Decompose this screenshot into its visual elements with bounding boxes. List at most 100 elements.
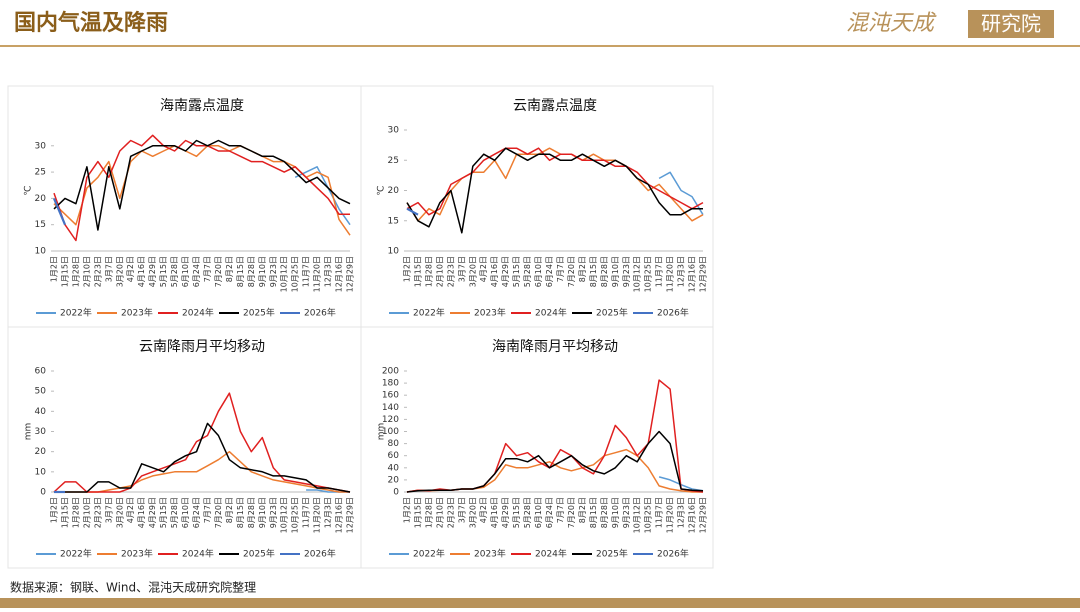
x-tick-label: 5月15日 [512, 497, 521, 528]
legend-label: 2026年 [304, 548, 336, 560]
x-tick-label: 8月15日 [589, 497, 598, 528]
y-tick-label: 60 [35, 367, 47, 377]
x-tick-label: 4月16日 [137, 497, 146, 528]
x-tick-label: 9月10日 [258, 497, 267, 528]
x-tick-label: 4月29日 [148, 497, 157, 528]
x-tick-label: 9月10日 [258, 256, 267, 287]
x-tick-label: 8月2日 [578, 256, 587, 282]
x-tick-label: 7月20日 [567, 497, 576, 528]
x-tick-label: 4月16日 [490, 256, 499, 287]
x-tick-label: 5月15日 [159, 497, 168, 528]
x-tick-label: 8月28日 [600, 256, 609, 287]
y-axis-label: ℃ [24, 185, 34, 195]
x-tick-label: 2月23日 [446, 256, 455, 287]
x-tick-label: 7月7日 [556, 497, 565, 523]
x-tick-label: 12月29日 [699, 256, 708, 292]
y-tick-label: 25 [388, 156, 399, 166]
legend-label: 2025年 [596, 307, 628, 319]
x-tick-label: 1月2日 [403, 256, 412, 282]
x-tick-label: 8月28日 [247, 497, 256, 528]
x-tick-label: 6月24日 [192, 256, 201, 287]
x-tick-label: 8月2日 [578, 497, 587, 523]
x-tick-label: 7月7日 [203, 256, 212, 282]
x-tick-label: 7月7日 [203, 497, 212, 523]
series-line [658, 171, 704, 216]
x-tick-label: 4月2日 [479, 256, 488, 282]
series-line [406, 448, 703, 493]
y-tick-label: 40 [388, 463, 400, 473]
x-tick-label: 5月28日 [523, 256, 532, 287]
x-tick-label: 1月2日 [403, 497, 412, 523]
x-tick-label: 8月2日 [225, 256, 234, 282]
x-tick-label: 6月10日 [534, 497, 543, 528]
x-tick-label: 4月2日 [126, 256, 135, 282]
legend-label: 2022年 [60, 307, 92, 319]
x-tick-label: 9月10日 [611, 256, 620, 287]
series-line [53, 134, 350, 242]
legend-label: 2024年 [182, 548, 214, 560]
x-tick-label: 3月20日 [468, 497, 477, 528]
y-tick-label: 120 [382, 415, 399, 425]
x-tick-label: 6月24日 [545, 497, 554, 528]
x-tick-label: 4月2日 [479, 497, 488, 523]
x-tick-label: 6月24日 [192, 497, 201, 528]
logo-box [968, 10, 1054, 38]
series-line [53, 139, 351, 231]
x-tick-label: 2月10日 [435, 256, 444, 287]
series-line [406, 379, 704, 493]
x-tick-label: 4月29日 [501, 256, 510, 287]
y-tick-label: 80 [388, 439, 400, 449]
chart-title: 海南露点温度 [160, 98, 244, 114]
x-tick-label: 10月25日 [644, 256, 653, 292]
x-tick-label: 5月28日 [523, 497, 532, 528]
x-tick-label: 9月23日 [269, 497, 278, 528]
legend-label: 2025年 [596, 548, 628, 560]
legend-label: 2023年 [121, 548, 153, 560]
x-tick-label: 11月20日 [666, 256, 675, 292]
x-tick-label: 8月28日 [247, 256, 256, 287]
x-tick-label: 10月25日 [644, 497, 653, 533]
y-tick-label: 30 [35, 141, 47, 151]
x-tick-label: 3月7日 [457, 497, 466, 523]
x-tick-label: 1月15日 [413, 256, 422, 287]
x-tick-label: 2月10日 [82, 256, 91, 287]
x-tick-label: 3月7日 [457, 256, 466, 282]
x-tick-label: 7月20日 [567, 256, 576, 287]
x-tick-label: 4月16日 [137, 256, 146, 287]
series-line [54, 450, 350, 493]
x-tick-label: 1月15日 [413, 497, 422, 528]
legend-label: 2023年 [474, 548, 506, 560]
legend-label: 2025年 [243, 307, 275, 319]
x-tick-label: 10月12日 [280, 256, 289, 292]
legend-label: 2026年 [657, 548, 689, 560]
y-tick-label: 160 [382, 391, 399, 401]
x-tick-label: 11月20日 [313, 256, 322, 292]
x-tick-label: 8月15日 [236, 497, 245, 528]
x-tick-label: 2月10日 [435, 497, 444, 528]
y-tick-label: 180 [382, 379, 399, 389]
x-tick-label: 12月16日 [688, 497, 697, 533]
logo-text: 混沌天成 [846, 11, 937, 36]
x-tick-label: 3月20日 [115, 497, 124, 528]
legend-label: 2024年 [535, 307, 567, 319]
x-tick-label: 2月10日 [82, 497, 91, 528]
y-tick-label: 100 [382, 427, 399, 437]
series-line [406, 147, 703, 234]
x-tick-label: 3月7日 [104, 497, 113, 523]
x-tick-label: 1月15日 [60, 256, 69, 287]
x-tick-label: 6月10日 [534, 256, 543, 287]
slide-title: 国内气温及降雨 [14, 10, 168, 36]
series-line [53, 392, 351, 493]
legend-label: 2024年 [535, 548, 567, 560]
y-tick-label: 15 [388, 216, 399, 226]
x-tick-label: 5月15日 [159, 256, 168, 287]
x-tick-label: 7月20日 [214, 497, 223, 528]
y-tick-label: 50 [35, 387, 47, 397]
series-line [406, 147, 704, 216]
x-tick-label: 9月23日 [622, 256, 631, 287]
legend-label: 2022年 [413, 307, 445, 319]
x-tick-label: 11月7日 [655, 497, 664, 528]
y-axis-label: ℃ [377, 185, 387, 195]
x-tick-label: 12月16日 [688, 256, 697, 292]
